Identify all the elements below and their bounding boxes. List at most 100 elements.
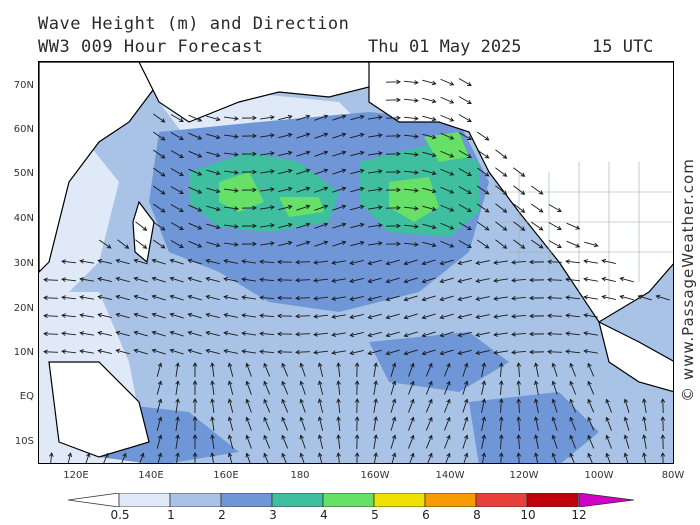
wave-arrow (278, 186, 293, 193)
wave-arrow (439, 259, 454, 266)
wave-arrow (192, 380, 198, 396)
wave-arrow (403, 331, 418, 338)
wave-arrow (403, 152, 419, 157)
wave-arrow (61, 331, 77, 336)
wave-arrow (457, 295, 472, 302)
wave-arrow (403, 188, 419, 193)
wave-arrow (530, 239, 544, 249)
wave-arrow (245, 434, 252, 449)
wave-arrow (169, 330, 184, 337)
wave-arrow (259, 295, 275, 300)
wave-arrow (367, 259, 382, 266)
wave-arrow (349, 332, 364, 338)
wave-arrow (385, 349, 400, 356)
website-credit: © www.PassageWeather.com (678, 150, 698, 410)
wave-arrow (547, 349, 563, 355)
wave-arrow (281, 434, 289, 449)
wave-arrow (332, 132, 347, 139)
wave-arrow (421, 295, 436, 302)
wave-arrow (61, 259, 77, 264)
wave-arrow (367, 277, 382, 284)
wave-arrow (97, 258, 112, 264)
wave-arrow (511, 260, 527, 265)
lat-label-60n: 60N (13, 124, 34, 135)
wave-arrow (245, 416, 252, 431)
wave-arrow (587, 416, 595, 431)
legend-label-4: 4 (320, 508, 328, 522)
wave-arrow (317, 380, 324, 395)
wave-arrow (151, 294, 166, 301)
legend-label-5: 5 (371, 508, 379, 522)
wave-arrow (223, 134, 239, 139)
wave-arrow (547, 331, 563, 337)
wave-arrow (241, 295, 256, 300)
wave-arrow (462, 416, 469, 431)
wave-arrow (151, 276, 166, 283)
wave-arrow (210, 434, 215, 449)
wave-arrow (263, 362, 271, 377)
wave-arrow (187, 294, 202, 301)
wave-arrow (529, 349, 545, 355)
wave-arrow (296, 222, 311, 229)
wave-arrow (317, 398, 324, 413)
wave-arrow (151, 258, 166, 265)
wave-arrow (332, 204, 347, 211)
lat-label-20n: 20N (13, 303, 34, 314)
wave-arrow (530, 221, 544, 231)
wave-arrow (481, 398, 487, 413)
wave-arrow (313, 260, 329, 265)
wave-arrow (403, 224, 419, 229)
wave-arrow (408, 434, 415, 449)
wave-arrow (115, 330, 130, 337)
wave-arrow (260, 115, 275, 120)
wave-arrow (547, 295, 563, 301)
wave-map[interactable] (38, 61, 674, 464)
wave-arrow (403, 277, 418, 284)
wave-arrow (205, 312, 220, 319)
wave-arrow (642, 416, 647, 431)
wave-arrow (439, 295, 454, 302)
legend-swatch (118, 493, 171, 507)
wave-arrow (260, 151, 275, 156)
wave-arrow (349, 260, 364, 266)
wave-arrow (314, 150, 329, 157)
wave-arrow (61, 277, 77, 282)
wave-arrow (403, 313, 418, 320)
wave-arrow (421, 349, 436, 356)
wave-arrow (422, 241, 437, 248)
wave-arrow (481, 362, 487, 377)
wave-arrow (583, 295, 598, 300)
wave-arrow (313, 350, 329, 355)
wave-arrow (368, 187, 383, 192)
wave-arrow (495, 239, 508, 249)
wave-arrow (188, 150, 203, 158)
wave-arrow (245, 362, 252, 377)
wave-arrow (565, 349, 581, 354)
wave-arrow (408, 416, 415, 431)
wave-arrow (533, 452, 539, 463)
wave-arrow (476, 185, 490, 195)
wave-arrow (533, 434, 539, 449)
wave-arrow (332, 114, 347, 121)
wave-arrow (314, 240, 329, 247)
wave-arrow (170, 132, 184, 141)
wave-arrow (241, 133, 257, 139)
wave-arrow (513, 221, 526, 231)
wave-arrow (61, 349, 77, 354)
wave-arrow (263, 398, 271, 413)
legend-label-6: 6 (422, 508, 430, 522)
wave-arrow (391, 452, 397, 463)
wave-arrow (440, 132, 455, 140)
land-maritime-asia (48, 361, 150, 458)
wave-arrow (296, 204, 311, 211)
wave-arrow (281, 362, 289, 377)
wave-arrow (97, 330, 112, 336)
wave-arrow (390, 362, 397, 377)
wave-arrow (263, 452, 269, 463)
wave-arrow (79, 349, 94, 354)
wave-arrow (260, 205, 275, 210)
wave-arrow (367, 295, 382, 302)
wave-arrow (314, 204, 329, 211)
wave-arrow (332, 186, 347, 193)
wave-arrow (476, 131, 490, 141)
